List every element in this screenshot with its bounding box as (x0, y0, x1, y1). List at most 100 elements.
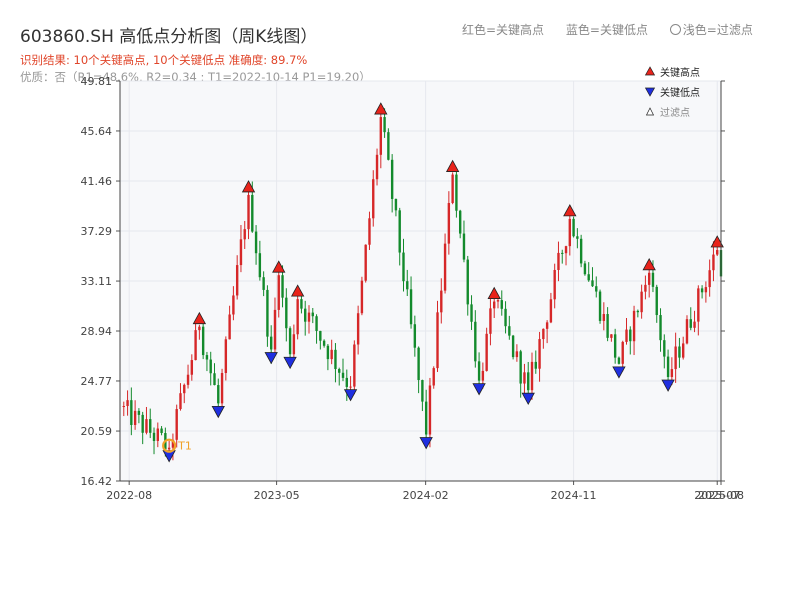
candle-body (258, 253, 262, 278)
candle-body (141, 414, 144, 433)
candles (122, 108, 723, 461)
candle-body (145, 419, 148, 433)
candle-body (613, 334, 617, 358)
y-tick-label: 16.42 (81, 475, 113, 488)
candle-body (602, 314, 606, 321)
candle-body (307, 312, 311, 322)
legend-filtered-icon (645, 107, 655, 116)
candle-body (413, 324, 417, 348)
candle-body (171, 439, 175, 448)
candle-body (470, 304, 473, 322)
y-tick-label: 28.94 (81, 325, 113, 338)
key-low-marker (283, 356, 297, 370)
candle-body (606, 314, 609, 338)
top-legend-light-icon (669, 24, 681, 35)
key-low-marker (472, 383, 486, 396)
candle-body (455, 174, 458, 211)
candle-body (693, 321, 696, 328)
candle-body (689, 319, 692, 328)
candle-body (462, 233, 466, 260)
legend-high-icon (644, 66, 656, 76)
candle-body (326, 345, 330, 360)
result-subtitle: 识别结果: 10个关键高点, 10个关键低点 准确度: 89.7% (20, 53, 308, 67)
y-tick-label: 20.59 (81, 425, 113, 438)
candle-body (175, 409, 178, 440)
candle-body (538, 339, 541, 369)
candle-body (700, 288, 704, 293)
candle-body (356, 313, 360, 345)
y-tick-label: 45.64 (81, 125, 113, 138)
y-tick-label: 33.11 (81, 275, 113, 288)
candle-body (542, 328, 545, 340)
candle-body (515, 351, 519, 358)
key-high-marker (642, 257, 656, 271)
candle-body (247, 194, 250, 230)
key-low-marker (264, 352, 278, 365)
candle-body (205, 355, 209, 360)
top-legend: 红色=关键高点 蓝色=关键低点 浅色=过滤点 (462, 21, 771, 38)
candle-body (632, 310, 636, 342)
candle-body (285, 297, 288, 329)
t1-label: T1 (177, 440, 192, 453)
candle-body (217, 385, 220, 404)
candle-body (489, 308, 492, 334)
candle-body (511, 335, 515, 358)
candle-body (292, 334, 296, 355)
candle-body (254, 231, 258, 254)
legend-low-icon (644, 87, 656, 97)
candle-body (156, 428, 159, 441)
candle-body (273, 309, 277, 350)
candle-body (598, 291, 602, 321)
candle-body (387, 132, 390, 160)
candle-body (262, 277, 265, 290)
candle-body (666, 356, 670, 378)
key-low-marker (211, 405, 225, 419)
candle-body (360, 280, 364, 314)
candle-body (338, 369, 341, 373)
top-legend-red: 红色=关键高点 (462, 23, 545, 37)
candle-body (523, 372, 526, 384)
candle-body (281, 275, 284, 298)
legend-label: 过滤点 (660, 106, 690, 119)
candle-body (493, 301, 496, 309)
key-low-marker (521, 392, 535, 406)
candle-body (644, 284, 647, 292)
candle-body (716, 250, 719, 255)
candle-body (209, 359, 212, 374)
candle-body (519, 351, 522, 384)
candle-body (629, 329, 632, 342)
candle-body (330, 349, 333, 360)
key-high-marker (192, 311, 207, 325)
candle-body (576, 236, 579, 239)
legend-label: 关键低点 (660, 86, 700, 99)
candle-body (379, 117, 383, 155)
x-tick-label: 2024-11 (551, 489, 597, 502)
candle-body (682, 343, 685, 358)
candle-body (224, 339, 228, 374)
candle-body (372, 179, 375, 219)
candle-body (678, 346, 681, 358)
candle-body (319, 330, 322, 341)
key-high-marker (374, 102, 388, 115)
candle-body (591, 280, 594, 287)
candle-body (421, 380, 424, 402)
candle-body (232, 295, 235, 315)
candle-body (447, 203, 451, 244)
candle-body (349, 386, 352, 388)
candle-body (587, 274, 590, 281)
candle-body (655, 286, 658, 316)
candle-body (315, 316, 318, 331)
candle-body (708, 270, 711, 288)
candle-body (149, 419, 152, 433)
candle-body (440, 290, 443, 313)
candle-body (394, 198, 398, 211)
candle-body (409, 289, 413, 325)
key-high-marker (241, 180, 256, 193)
candle-body (296, 299, 299, 335)
candle-body (583, 263, 587, 275)
candle-body (640, 291, 643, 313)
key-high-marker (710, 235, 724, 248)
candle-body (625, 329, 628, 342)
candle-body (133, 410, 137, 425)
